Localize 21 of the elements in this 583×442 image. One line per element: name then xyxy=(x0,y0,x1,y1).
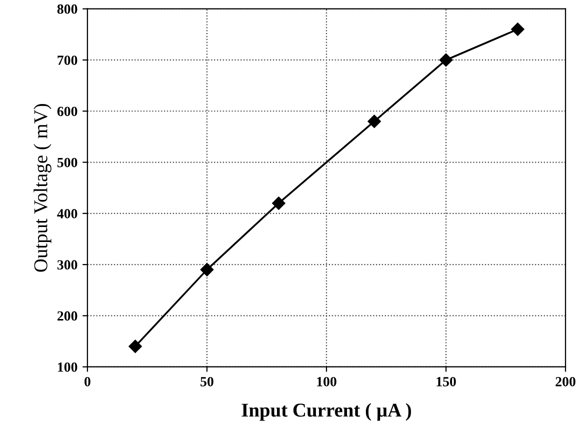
point xyxy=(368,114,381,128)
point xyxy=(272,196,286,210)
y-tick-label: 300 xyxy=(57,260,78,270)
y-tick-label: 500 xyxy=(57,158,78,168)
point xyxy=(439,53,453,67)
point xyxy=(200,263,214,276)
y-tick-label: 700 xyxy=(58,56,78,65)
point xyxy=(128,340,142,353)
y-axis-title: Output Voltage ( mV) xyxy=(34,104,52,272)
x-tick-label: 100 xyxy=(317,376,336,386)
point xyxy=(511,22,524,36)
y-tick-label: 600 xyxy=(57,106,78,116)
y-tick-label: 400 xyxy=(57,209,78,218)
x-tick-label: 0 xyxy=(84,376,90,386)
y-tick-label: 100 xyxy=(58,362,78,372)
y-tick-label: 200 xyxy=(57,311,78,321)
x-tick-label: 50 xyxy=(200,376,214,386)
x-tick-label: 150 xyxy=(436,376,456,386)
x-axis-title: Input Current ( µA ) xyxy=(242,403,411,421)
y-tick-label: 800 xyxy=(57,4,78,14)
x-tick-label: 200 xyxy=(556,376,576,386)
